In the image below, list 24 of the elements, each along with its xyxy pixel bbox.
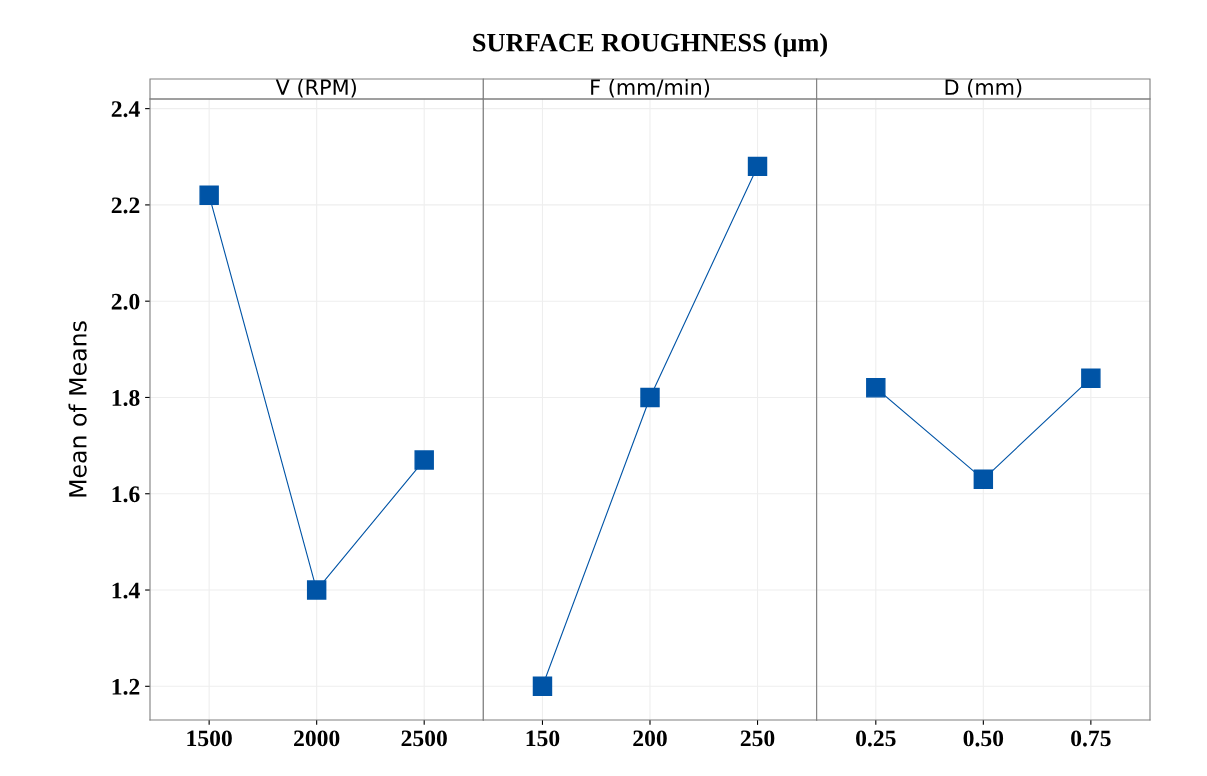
y-tick-label: 1.6 — [112, 486, 140, 503]
point — [414, 450, 434, 470]
y-tick-label: 1.2 — [112, 678, 140, 695]
point — [199, 185, 219, 206]
x-tick-label: 200 — [633, 730, 667, 747]
x-tick-label: 0.75 — [1071, 730, 1111, 747]
x-tick-label: 2500 — [401, 730, 447, 747]
y-tick-label: 2.0 — [111, 293, 140, 310]
x-tick-label: 0.50 — [963, 730, 1004, 747]
x-tick-label: 150 — [526, 730, 560, 747]
point — [306, 580, 327, 600]
x-tick-label: 1500 — [187, 730, 232, 747]
y-tick-label: 2.2 — [111, 197, 140, 214]
y-tick-label: 2.4 — [111, 101, 140, 118]
y-tick-label: 1.8 — [112, 389, 140, 406]
x-tick-label: 250 — [740, 730, 775, 747]
y-axis-title: Mean of Means — [68, 321, 87, 497]
chart-subtitle: F (mm/min) — [591, 78, 710, 98]
x-tick-label: 2000 — [294, 730, 340, 747]
chart-subtitle: V (RPM) — [275, 78, 356, 98]
chart-subtitle: D (mm) — [945, 78, 1022, 98]
x-tick-label: 0.25 — [856, 730, 896, 747]
chart-title: SURFACE ROUGHNESS (µm) — [473, 33, 828, 57]
y-tick-label: 1.4 — [112, 582, 140, 599]
